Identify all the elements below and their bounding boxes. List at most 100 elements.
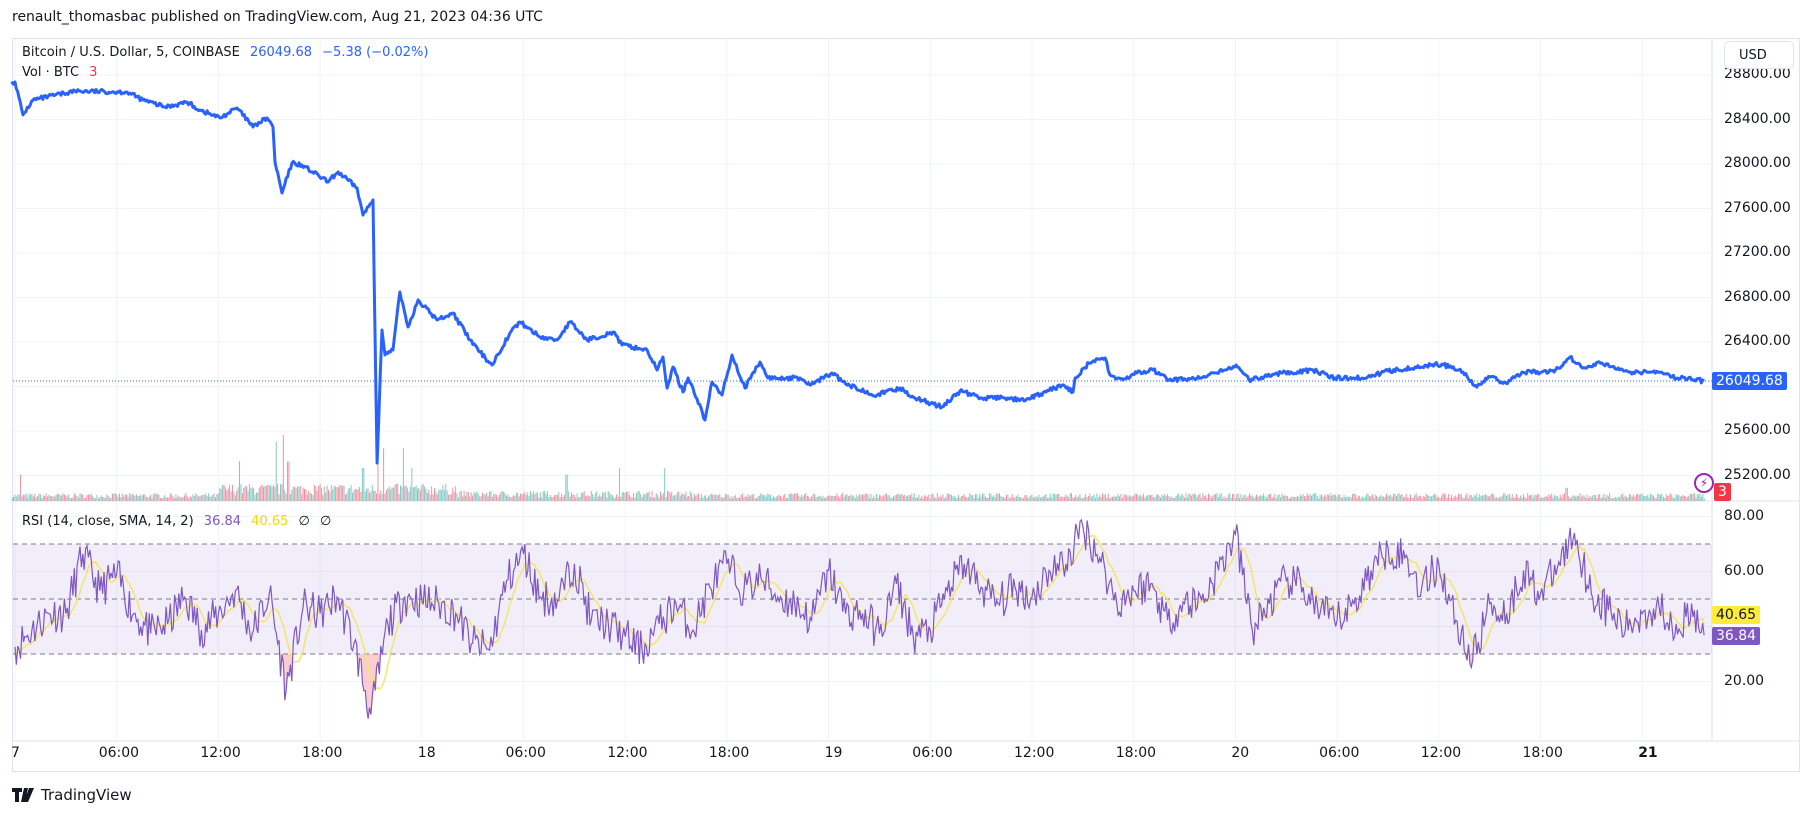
volume-bar <box>504 492 506 501</box>
volume-bar <box>691 493 693 501</box>
rsi-legend[interactable]: RSI (14, close, SMA, 14, 2) 36.84 40.65 … <box>22 514 337 529</box>
volume-bar <box>1282 495 1284 501</box>
volume-bar <box>981 493 983 501</box>
volume-bar <box>539 492 541 501</box>
volume-bar <box>131 493 133 501</box>
volume-bar <box>1223 496 1225 501</box>
volume-bar <box>765 496 767 501</box>
volume-bar <box>1650 493 1652 501</box>
volume-bar <box>1340 497 1342 501</box>
volume-bar <box>652 497 654 501</box>
volume-bar <box>1507 494 1509 501</box>
volume-bar <box>1554 495 1556 501</box>
volume-bar <box>647 492 649 501</box>
volume-bar <box>309 492 311 501</box>
volume-bar <box>706 497 708 501</box>
volume-bar <box>744 496 746 501</box>
volume-bar <box>216 494 218 501</box>
symbol-legend[interactable]: Bitcoin / U.S. Dollar, 5, COINBASE 26049… <box>22 45 434 60</box>
volume-bar <box>73 493 75 501</box>
volume-bar <box>933 497 935 501</box>
volume-bar <box>323 486 325 501</box>
volume-bar <box>1048 497 1050 501</box>
volume-bar <box>1356 497 1358 501</box>
volume-bar <box>325 492 327 501</box>
volume-bar <box>1124 494 1126 501</box>
volume-bar <box>1058 493 1060 501</box>
volume-bar <box>1675 494 1677 501</box>
rsi-label: RSI (14, close, SMA, 14, 2) <box>22 514 194 529</box>
volume-bar <box>551 496 553 501</box>
volume-bar <box>1207 493 1209 501</box>
volume-bar <box>1450 494 1452 501</box>
lightning-icon[interactable]: ⚡ <box>1694 473 1714 493</box>
volume-bar <box>37 496 39 501</box>
volume-bar <box>116 494 118 501</box>
volume-bar <box>621 492 623 501</box>
volume-bar <box>614 497 616 501</box>
currency-button[interactable]: USD <box>1724 41 1794 69</box>
volume-bar <box>315 486 317 501</box>
volume-bar <box>1699 493 1701 501</box>
volume-bar <box>878 495 880 501</box>
volume-bar <box>1042 496 1044 501</box>
volume-bar <box>473 492 475 501</box>
volume-bar <box>565 474 567 501</box>
volume-bar <box>422 483 424 501</box>
volume-bar <box>531 493 533 501</box>
volume-bar <box>296 486 298 501</box>
volume-bar <box>138 496 140 501</box>
volume-bar <box>1034 497 1036 501</box>
volume-bar <box>1323 494 1325 501</box>
volume-bar <box>94 498 96 501</box>
volume-bar <box>1531 495 1533 501</box>
rsi-axis-label: 20.00 <box>1724 672 1765 689</box>
volume-bar <box>593 496 595 501</box>
volume-bar <box>77 497 79 501</box>
volume-bar <box>284 489 286 501</box>
volume-bar <box>1635 494 1637 501</box>
volume-bar <box>1056 493 1058 501</box>
volume-bar <box>1195 494 1197 501</box>
volume-bar <box>1679 496 1681 501</box>
volume-bar <box>795 493 797 501</box>
volume-bar <box>965 496 967 501</box>
volume-bar <box>1021 497 1023 501</box>
volume-bar <box>39 494 41 501</box>
volume-bar <box>118 493 120 501</box>
volume-bar <box>743 497 745 501</box>
volume-bar <box>902 495 904 501</box>
volume-bar <box>1121 497 1123 501</box>
volume-bar <box>394 484 396 501</box>
volume-bar <box>640 493 642 501</box>
volume-bar <box>741 493 743 501</box>
volume-bar <box>908 494 910 501</box>
volume-bar <box>1665 494 1667 501</box>
volume-bar <box>1528 495 1530 501</box>
volume-bar <box>617 496 619 501</box>
volume-bar <box>1027 497 1029 501</box>
volume-bar <box>823 497 825 501</box>
price-axis-label: 25200.00 <box>1724 466 1791 483</box>
tradingview-logo[interactable]: TradingView <box>12 786 132 804</box>
volume-bar <box>1130 496 1132 501</box>
time-axis-label: 18:00 <box>1115 745 1157 761</box>
volume-bar <box>1271 497 1273 501</box>
volume-bar <box>53 496 55 501</box>
volume-bar <box>1175 495 1177 501</box>
volume-bar <box>1333 494 1335 501</box>
volume-bar <box>361 468 363 501</box>
volume-legend[interactable]: Vol · BTC 3 <box>22 65 103 80</box>
volume-bar <box>1031 494 1033 501</box>
volume-bar <box>1247 496 1249 501</box>
volume-bar <box>111 493 113 501</box>
volume-bar <box>1096 493 1098 501</box>
volume-bar <box>1261 496 1263 501</box>
volume-bar <box>1011 494 1013 501</box>
volume-bar <box>570 492 572 501</box>
volume-bar <box>291 489 293 501</box>
volume-bar <box>63 494 65 501</box>
volume-bar <box>378 494 380 501</box>
volume-bar <box>1517 497 1519 501</box>
